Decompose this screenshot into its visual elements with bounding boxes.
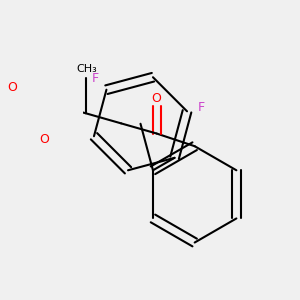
Text: O: O <box>39 134 49 146</box>
Text: F: F <box>92 72 99 86</box>
Text: F: F <box>198 101 205 114</box>
Text: CH₃: CH₃ <box>76 64 97 74</box>
Text: O: O <box>152 92 162 104</box>
Text: O: O <box>7 81 17 94</box>
